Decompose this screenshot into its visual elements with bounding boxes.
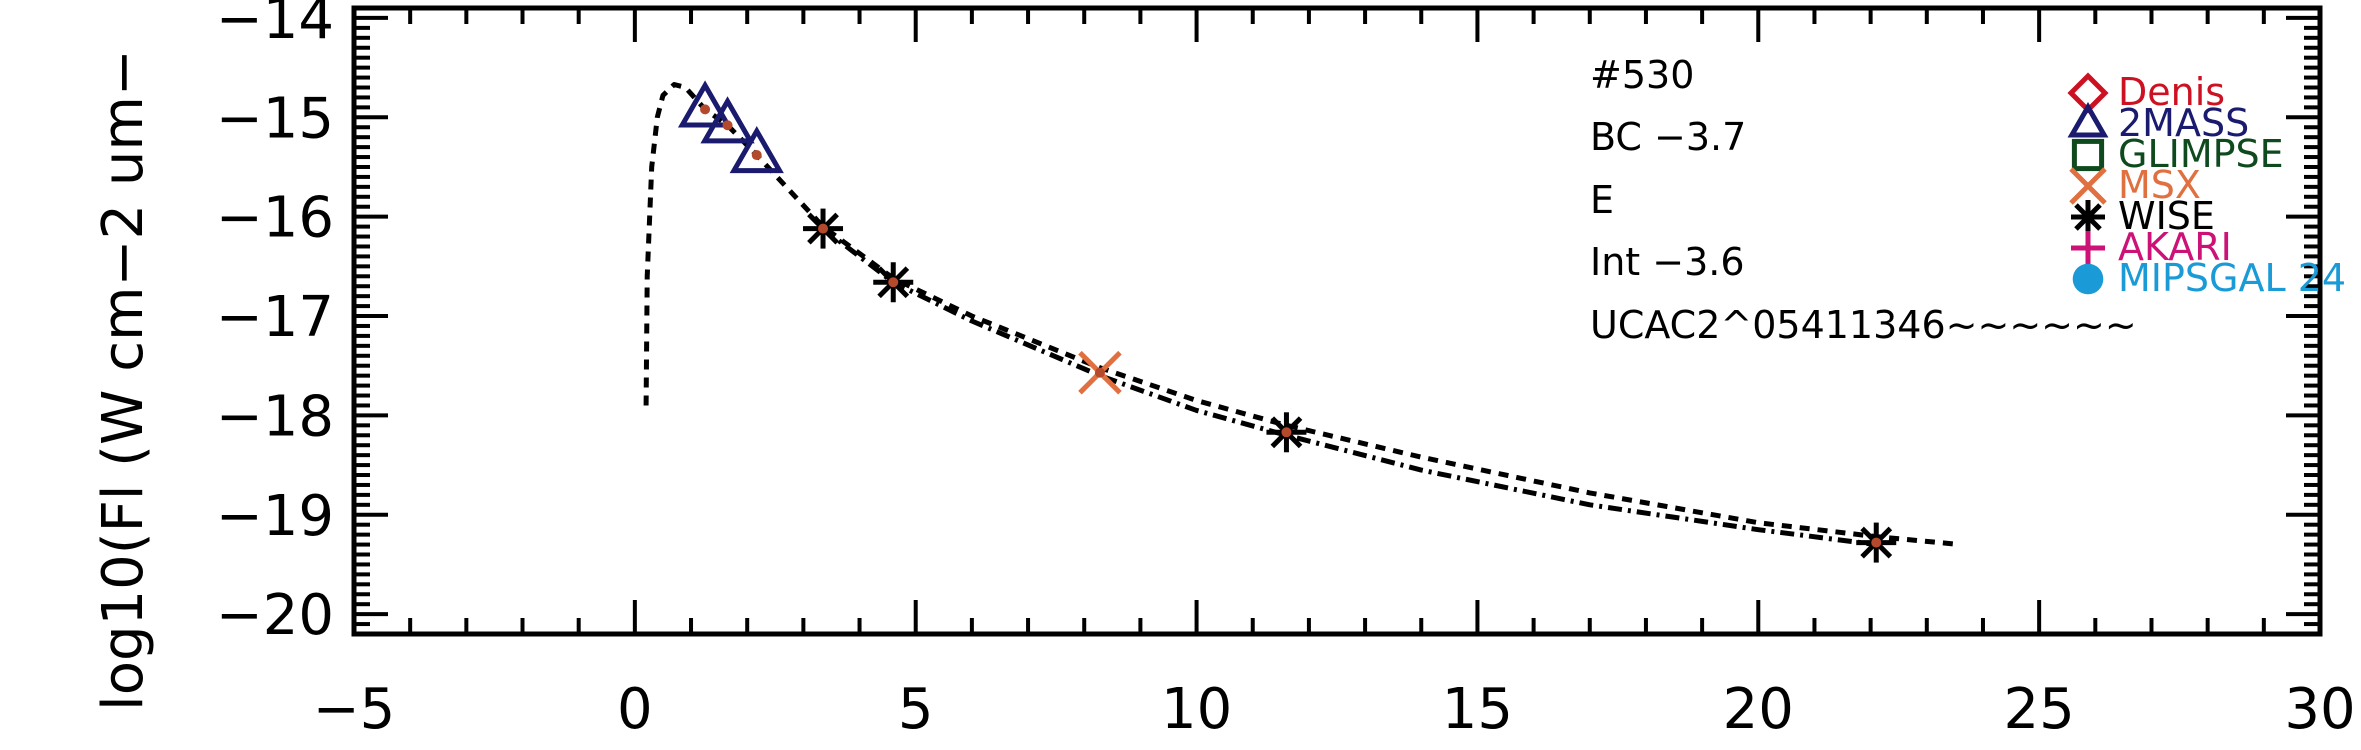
y-axis-label: log10(Fl (W cm−2 um− xyxy=(91,49,156,711)
data-point-2mass xyxy=(729,126,784,174)
triangle-marker xyxy=(729,126,784,174)
x-tick-label: 30 xyxy=(2284,677,2355,742)
x-tick-labels: −5 0 5 10 15 20 25 30 xyxy=(313,677,2356,742)
legend-label: Denis xyxy=(2118,70,2225,114)
legend-label: AKARI xyxy=(2118,225,2232,269)
bc-annotation: BC −3.7 xyxy=(1590,115,1746,159)
plot-frame xyxy=(351,5,2323,637)
legend-marker xyxy=(2072,263,2104,295)
data-point-center-dot xyxy=(1281,427,1292,438)
y-tick-label: −15 xyxy=(216,86,334,151)
catalog-id-annotation: UCAC2^05411346~~~~~~ xyxy=(1590,303,2137,347)
triangle-marker xyxy=(677,80,733,128)
data-point-center-dot xyxy=(818,223,829,234)
data-point-center-dot xyxy=(1094,367,1105,378)
x-tick-label: 0 xyxy=(617,677,653,742)
y-tick-label: −16 xyxy=(216,186,334,251)
star-id-annotation: #530 xyxy=(1590,53,1694,97)
data-point-center-dot xyxy=(700,104,711,115)
x-tick-label: −5 xyxy=(313,677,396,742)
data-point-center-dot xyxy=(1871,537,1882,548)
class-annotation: E xyxy=(1590,178,1614,222)
y-tick-label: −20 xyxy=(216,583,334,648)
annotation-block: #530 BC −3.7 E Int −3.6 UCAC2^05411346~~… xyxy=(1590,53,2137,347)
legend-marker xyxy=(2071,138,2105,172)
legend-label: MIPSGAL 24 xyxy=(2118,256,2346,300)
legend-marker xyxy=(2071,200,2105,234)
y-tick-labels: −20 −19 −18 −17 −16 −15 −14 xyxy=(216,0,334,648)
data-point-center-dot xyxy=(751,150,762,161)
model-dashed-curve xyxy=(643,82,1961,548)
x-tick-label: 10 xyxy=(1161,677,1232,742)
legend-marker xyxy=(2069,167,2107,205)
legend-label: WISE xyxy=(2118,194,2215,238)
int-annotation: Int −3.6 xyxy=(1590,240,1745,284)
triangle-marker xyxy=(700,96,755,144)
data-point-2mass xyxy=(700,96,755,144)
triangle-marker xyxy=(2067,101,2109,138)
y-tick-label: −14 xyxy=(216,0,334,52)
y-tick-label: −18 xyxy=(216,384,334,449)
square-marker xyxy=(2071,138,2105,172)
legend-marker xyxy=(2067,101,2109,138)
x-tick-label: 5 xyxy=(898,677,934,742)
legend-label: MSX xyxy=(2118,163,2201,207)
x-marker-stroke xyxy=(2069,167,2107,205)
data-point-2mass xyxy=(677,80,733,128)
legend-marker xyxy=(2071,231,2105,265)
curves-layer xyxy=(643,82,1961,548)
x-tick-label: 15 xyxy=(1442,677,1513,742)
legend-label: GLIMPSE xyxy=(2118,132,2284,176)
y-tick-label: −17 xyxy=(216,285,334,350)
circle-marker xyxy=(2072,263,2104,295)
x-tick-label: 20 xyxy=(1723,677,1794,742)
x-tick-label: 25 xyxy=(2004,677,2075,742)
data-points-layer xyxy=(677,80,1897,563)
data-point-center-dot xyxy=(888,277,899,288)
legend-label: 2MASS xyxy=(2118,101,2249,145)
data-point-center-dot xyxy=(722,120,733,131)
y-tick-label: −19 xyxy=(216,484,334,549)
fit-dashdot-curve xyxy=(821,226,1877,548)
asterisk-marker-stroke xyxy=(2074,203,2102,231)
